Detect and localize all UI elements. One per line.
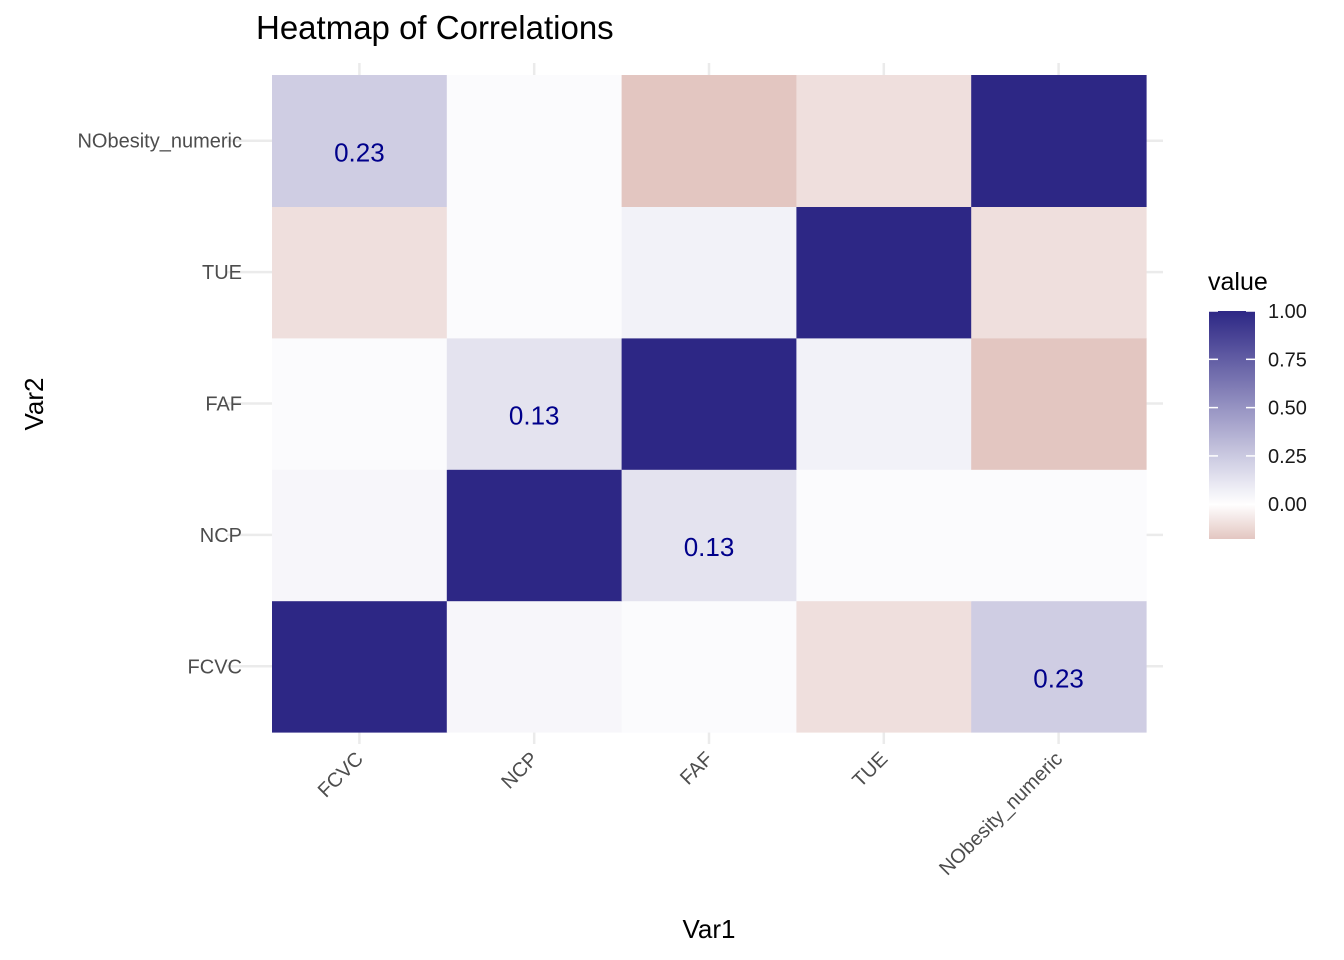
heatmap-cell-FAF-FCVC: [621, 600, 797, 733]
y-axis-title: Var2: [19, 378, 49, 431]
heatmap-cell-NObesity_numeric-NObesity_numeric: [971, 75, 1147, 207]
legend-colorbar: [1209, 311, 1255, 539]
heatmap-cell-FAF-NCP: [621, 469, 797, 602]
y-tick-label: NObesity_numeric: [77, 131, 242, 153]
heatmap-cell-NCP-NObesity_numeric: [446, 75, 623, 207]
legend: value 1.00 0.75 0.50 0.25 0.00: [1208, 268, 1307, 539]
chart-title: Heatmap of Correlations: [256, 9, 614, 46]
heatmap-cell-NCP-FCVC: [446, 600, 623, 733]
y-axis-ticks: FCVC NCP FAF TUE NObesity_numeric: [77, 131, 242, 679]
x-axis-title: Var1: [683, 914, 736, 944]
heatmap-cell-NCP-FAF: [446, 337, 623, 470]
heatmap-cell-FAF-TUE: [621, 206, 797, 339]
heatmap-cell-FCVC-NCP: [272, 469, 448, 602]
legend-title: value: [1208, 268, 1268, 296]
x-axis-ticks: FCVC NCP FAF TUE NObesity_numeric: [314, 748, 1067, 880]
heatmap-cell-TUE-NObesity_numeric: [796, 75, 972, 207]
cell-label: 0.13: [684, 532, 735, 562]
heatmap-cell-TUE-FAF: [796, 337, 972, 470]
heatmap-cell-NObesity_numeric-FAF: [971, 337, 1147, 470]
heatmap-cell-NCP-TUE: [446, 206, 623, 339]
heatmap-cell-NObesity_numeric-FCVC: [971, 600, 1147, 733]
legend-tick-label: 0.50: [1268, 398, 1307, 420]
heatmap-cell-NObesity_numeric-NCP: [971, 469, 1147, 602]
heatmap-cell-FCVC-FCVC: [272, 600, 448, 733]
x-tick-label: TUE: [848, 748, 892, 792]
heatmap-cell-TUE-FCVC: [796, 600, 972, 733]
cell-label: 0.13: [509, 401, 560, 431]
heatmap-cells: [272, 75, 1147, 733]
legend-tick-label: 0.75: [1268, 349, 1307, 371]
y-tick-label: NCP: [200, 525, 242, 547]
y-tick-label: FCVC: [188, 656, 242, 678]
x-tick-label: NObesity_numeric: [935, 748, 1067, 880]
x-tick-label: NCP: [497, 748, 542, 793]
legend-tick-label: 0.25: [1268, 446, 1307, 468]
x-tick-label: FCVC: [314, 748, 368, 802]
heatmap-cell-FAF-FAF: [621, 337, 797, 470]
heatmap-cell-TUE-NCP: [796, 469, 972, 602]
y-tick-label: FAF: [205, 394, 242, 416]
legend-tick-label: 0.00: [1268, 494, 1307, 516]
heatmap-cell-NObesity_numeric-TUE: [971, 206, 1147, 339]
heatmap-cell-FCVC-NObesity_numeric: [272, 75, 448, 207]
heatmap-cell-FAF-NObesity_numeric: [621, 75, 797, 207]
cell-label: 0.23: [1033, 663, 1084, 693]
heatmap-cell-TUE-TUE: [796, 206, 972, 339]
cell-labels: 0.23 0.23 0.13 0.13: [334, 138, 1084, 694]
y-tick-label: TUE: [202, 262, 242, 284]
x-tick-label: FAF: [676, 748, 717, 789]
heatmap-cell-FCVC-TUE: [272, 206, 448, 339]
cell-label: 0.23: [334, 138, 385, 168]
heatmap-cell-FCVC-FAF: [272, 337, 448, 470]
legend-tick-label: 1.00: [1268, 301, 1307, 323]
heatmap-cell-NCP-NCP: [446, 469, 623, 602]
